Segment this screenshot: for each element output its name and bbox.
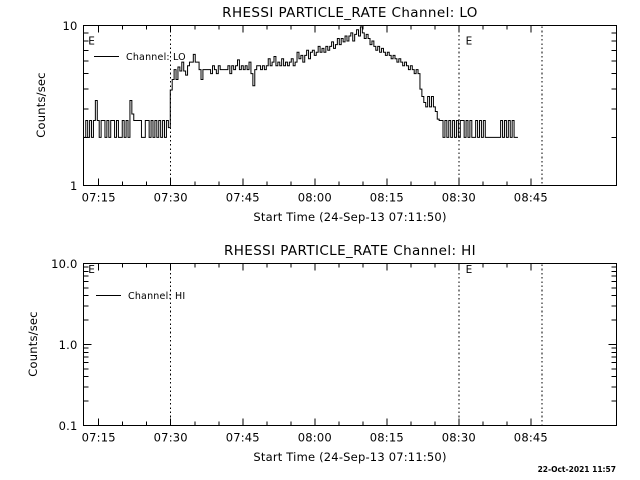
x-tick-label: 07:30 bbox=[154, 191, 188, 205]
panel-hi: RHESSI PARTICLE_RATE Channel: HI Counts/… bbox=[26, 243, 618, 464]
y-tick-label: 1 bbox=[70, 179, 78, 193]
x-tick-label: 08:30 bbox=[442, 431, 476, 445]
panel-hi-event-dotted-lines bbox=[170, 264, 543, 425]
generation-timestamp: 22-Oct-2021 11:57 bbox=[538, 465, 616, 474]
panel-hi-x-axis-label: Start Time (24-Sep-13 07:11:50) bbox=[253, 450, 446, 464]
x-tick-label: 08:00 bbox=[298, 431, 332, 445]
event-marker-label: E bbox=[466, 264, 473, 276]
panel-hi-tick-marks bbox=[83, 263, 617, 426]
panel-lo-plot-frame bbox=[82, 24, 618, 187]
x-tick-label: 07:30 bbox=[154, 431, 188, 445]
x-tick-label: 07:15 bbox=[82, 431, 116, 445]
x-tick-label: 08:00 bbox=[298, 191, 332, 205]
panel-lo-legend: Channel: LO bbox=[94, 52, 186, 63]
y-tick-label: 10 bbox=[62, 19, 77, 33]
x-tick-label: 08:30 bbox=[442, 191, 476, 205]
panel-hi-y-tick-labels: 10.0 1.0 0.1 bbox=[51, 257, 77, 433]
panel-hi-x-tick-labels: 07:15 07:30 07:45 08:00 08:15 08:30 08:45 bbox=[82, 431, 548, 445]
y-tick-label: 10.0 bbox=[51, 257, 77, 271]
y-tick-label: 1.0 bbox=[59, 338, 78, 352]
x-tick-label: 07:45 bbox=[226, 191, 260, 205]
panel-lo-y-tick-labels: 10 1 bbox=[62, 19, 77, 193]
x-tick-label: 08:15 bbox=[370, 431, 404, 445]
panel-hi-plot-frame bbox=[82, 262, 618, 427]
x-tick-label: 07:45 bbox=[226, 431, 260, 445]
panel-hi-y-axis-label: Counts/sec bbox=[26, 311, 40, 376]
y-tick-label: 0.1 bbox=[59, 419, 78, 433]
panel-lo-x-tick-labels: 07:15 07:30 07:45 08:00 08:15 08:30 08:45 bbox=[82, 191, 548, 205]
x-tick-label: 08:45 bbox=[514, 191, 548, 205]
event-marker-label: E bbox=[88, 36, 95, 48]
panel-lo-data-series-line bbox=[83, 26, 518, 138]
panel-lo-event-dotted-lines bbox=[170, 26, 543, 185]
x-tick-label: 08:15 bbox=[370, 191, 404, 205]
panel-lo-tick-marks bbox=[83, 25, 617, 186]
x-tick-label: 07:15 bbox=[82, 191, 116, 205]
panel-lo-x-axis-label: Start Time (24-Sep-13 07:11:50) bbox=[253, 210, 446, 224]
x-tick-label: 08:45 bbox=[514, 431, 548, 445]
event-marker-label: E bbox=[88, 264, 95, 276]
panel-lo: RHESSI PARTICLE_RATE Channel: LO Counts/… bbox=[34, 5, 618, 224]
panel-lo-y-axis-label: Counts/sec bbox=[34, 72, 48, 137]
panel-hi-title: RHESSI PARTICLE_RATE Channel: HI bbox=[224, 243, 476, 259]
event-marker-label: E bbox=[466, 36, 473, 48]
panel-hi-legend-label: Channel: HI bbox=[128, 291, 185, 302]
panel-lo-legend-label: Channel: LO bbox=[126, 52, 186, 63]
panel-hi-legend: Channel: HI bbox=[96, 291, 185, 302]
panel-lo-title: RHESSI PARTICLE_RATE Channel: LO bbox=[222, 5, 478, 21]
